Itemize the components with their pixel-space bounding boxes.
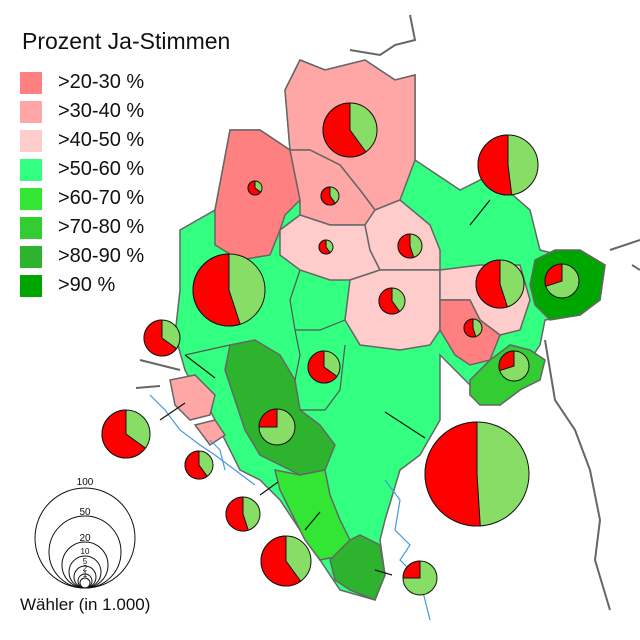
legend-swatch (20, 100, 42, 123)
legend-label: >70-80 % (58, 216, 145, 238)
size-scale-label: 100 (77, 477, 94, 488)
pie-chart (322, 102, 378, 158)
legend-item: >50-60 % (20, 155, 144, 184)
pie-chart (477, 134, 539, 196)
legend-swatch (20, 187, 42, 210)
pie-chart (247, 180, 263, 196)
legend-swatch (20, 274, 42, 297)
pie-chart (260, 535, 312, 587)
pie-no-slice (184, 450, 208, 480)
pie-chart (225, 496, 261, 532)
pie-chart (378, 287, 406, 315)
size-scale-caption: Wähler (in 1.000) (20, 595, 151, 614)
pie-no-slice (498, 350, 515, 372)
legend-item: >70-80 % (20, 213, 144, 242)
pie-no-slice (397, 233, 415, 259)
pie-chart (463, 318, 483, 338)
pie-chart (397, 233, 423, 259)
legend: >20-30 % >30-40 % >40-50 % >50-60 % >60-… (20, 68, 144, 300)
legend-swatch (20, 158, 42, 181)
legend-label: >80-90 % (58, 245, 145, 267)
leader-lines (159, 199, 491, 576)
pie-chart (307, 350, 341, 384)
legend-label: >20-30 % (58, 71, 145, 93)
pie-no-slice (475, 259, 509, 309)
legend-item: >20-30 % (20, 68, 144, 97)
pie-no-slice (318, 239, 331, 255)
pie-chart (258, 408, 296, 446)
legend-label: >50-60 % (58, 158, 145, 180)
pie-no-slice (192, 253, 241, 327)
legend-swatch (20, 129, 42, 152)
pie-chart (143, 319, 181, 357)
legend-label: >30-40 % (58, 100, 145, 122)
region-coast-northwest (169, 374, 216, 421)
size-scale-label: 5 (83, 557, 88, 566)
size-scale-label: 50 (79, 507, 91, 518)
pie-chart (498, 350, 530, 382)
legend-item: >90 % (20, 271, 144, 300)
pie-no-slice (320, 186, 336, 206)
pie-no-slice (260, 535, 302, 587)
pie-no-slice (143, 319, 178, 357)
size-scale-label: 2 (83, 564, 88, 573)
green-subdivision-lines (184, 269, 346, 411)
pie-no-slice (101, 409, 147, 459)
pie-chart (320, 186, 340, 206)
pie-chart (475, 259, 525, 309)
pie-no-slice (463, 318, 477, 338)
legend-swatch (20, 71, 42, 94)
legend-swatch (20, 245, 42, 268)
size-scale-label: 20 (79, 533, 91, 544)
pie-chart (544, 263, 580, 299)
legend-item: >60-70 % (20, 184, 144, 213)
pie-chart (192, 253, 266, 327)
legend-label: >60-70 % (58, 187, 145, 209)
pie-charts (101, 102, 580, 596)
map-title: Prozent Ja-Stimmen (22, 28, 231, 54)
legend-item: >30-40 % (20, 97, 144, 126)
pie-no-slice (307, 350, 338, 384)
pie-no-slice (258, 408, 278, 428)
legend-swatch (20, 216, 42, 239)
pie-chart (184, 450, 214, 480)
legend-label: >90 % (58, 274, 116, 296)
pie-chart (318, 239, 334, 255)
pie-chart (101, 409, 151, 459)
region-far-south (329, 534, 386, 601)
size-scale-label: 10 (81, 547, 90, 556)
pie-no-slice (544, 263, 563, 287)
pie-no-slice (477, 134, 513, 196)
region-coast-small (193, 419, 227, 447)
legend-item: >40-50 % (20, 126, 144, 155)
pie-chart (424, 421, 530, 527)
pie-no-slice (225, 496, 249, 532)
size-scale-circle (79, 577, 91, 589)
pie-no-slice (424, 421, 481, 527)
pie-no-slice (247, 180, 262, 196)
pie-no-slice (322, 102, 367, 158)
pie-chart (402, 560, 438, 596)
region-center-east (364, 199, 441, 271)
pie-no-slice (378, 287, 401, 315)
legend-label: >40-50 % (58, 129, 145, 151)
size-scale-label: 1 (83, 570, 88, 579)
country-border-lines (135, 14, 640, 611)
legend-item: >80-90 % (20, 242, 144, 271)
pie-no-slice (402, 560, 421, 579)
